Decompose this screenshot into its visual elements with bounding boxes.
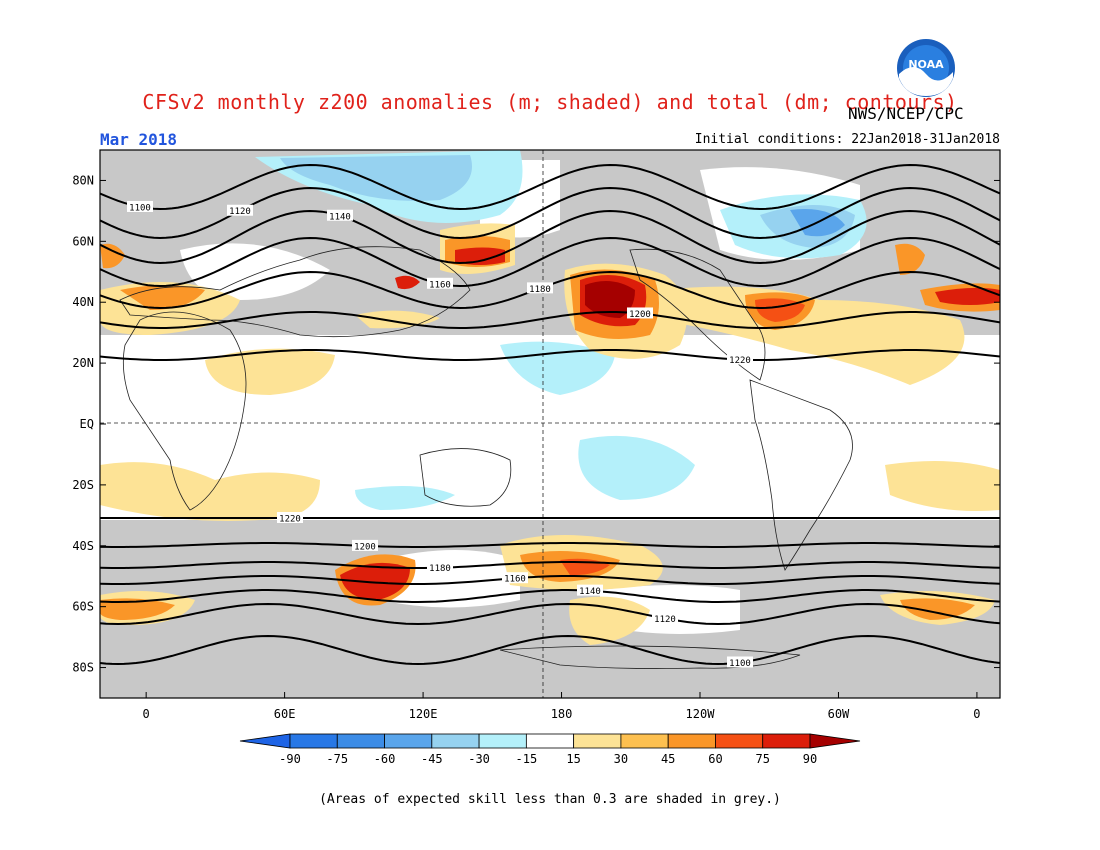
colorbar-label: -45 bbox=[421, 752, 443, 766]
contour-line bbox=[100, 634, 1000, 666]
svg-text:1140: 1140 bbox=[579, 587, 601, 597]
lat-label: 40N bbox=[72, 295, 94, 309]
reference-lines bbox=[100, 150, 1000, 698]
contour-line bbox=[100, 575, 1000, 585]
lat-label: EQ bbox=[80, 417, 94, 431]
forecast-month: Mar 2018 bbox=[100, 130, 178, 149]
colorbar-cell bbox=[620, 733, 669, 749]
colorbar-cell bbox=[336, 733, 385, 749]
logo-text: NOAA bbox=[908, 58, 944, 71]
lat-label: 20S bbox=[72, 478, 94, 492]
contour-label: 1160 bbox=[502, 572, 528, 585]
contour-line bbox=[100, 209, 1000, 265]
contour-line bbox=[100, 602, 1000, 626]
colorbar-cell bbox=[762, 733, 811, 749]
svg-text:1180: 1180 bbox=[429, 564, 451, 574]
svg-text:1160: 1160 bbox=[504, 575, 526, 585]
colorbar-label: 45 bbox=[661, 752, 675, 766]
svg-text:1100: 1100 bbox=[129, 203, 151, 213]
contour-label: 1220 bbox=[277, 512, 303, 525]
colorbar-label: 15 bbox=[566, 752, 580, 766]
colorbar-cell bbox=[384, 733, 433, 749]
contour-label: 1120 bbox=[227, 204, 253, 217]
contour-label: 1140 bbox=[327, 209, 353, 222]
svg-text:1160: 1160 bbox=[429, 280, 451, 290]
colorbar-label: 30 bbox=[614, 752, 628, 766]
lon-label: 180 bbox=[551, 707, 573, 721]
svg-text:1200: 1200 bbox=[629, 310, 651, 320]
contour-label: 1180 bbox=[427, 561, 453, 574]
svg-text:1200: 1200 bbox=[354, 542, 376, 552]
contour-label: 1200 bbox=[352, 539, 378, 552]
colorbar-cell bbox=[667, 733, 716, 749]
svg-text:1100: 1100 bbox=[729, 659, 751, 669]
colorbar-label: -30 bbox=[468, 752, 490, 766]
lon-label: 60E bbox=[274, 707, 296, 721]
svg-text:1140: 1140 bbox=[329, 212, 351, 222]
colorbar-label: 60 bbox=[708, 752, 722, 766]
svg-text:1120: 1120 bbox=[654, 615, 676, 625]
lat-label: 60S bbox=[72, 600, 94, 614]
height-contours bbox=[100, 163, 1000, 666]
lon-label: 120E bbox=[409, 707, 438, 721]
colorbar-cell bbox=[431, 733, 480, 749]
svg-text:1180: 1180 bbox=[529, 285, 551, 295]
colorbar-cell bbox=[289, 733, 338, 749]
colorbar-high-arrow bbox=[809, 733, 861, 749]
lat-label: 60N bbox=[72, 234, 94, 248]
contour-line bbox=[100, 589, 1000, 603]
colorbar-low-arrow bbox=[239, 733, 291, 749]
contour-labels: 1100 1120 1140 1160 1180 1200 1220 1220 1200 1180… bbox=[127, 200, 753, 669]
noaa-logo: NOAA bbox=[897, 39, 955, 97]
svg-text:1220: 1220 bbox=[729, 356, 751, 366]
colorbar-label: 75 bbox=[756, 752, 770, 766]
colorbar-cell bbox=[525, 733, 575, 749]
chart-title: CFSv2 monthly z200 anomalies (m; shaded)… bbox=[142, 90, 958, 114]
colorbar-label: -75 bbox=[326, 752, 348, 766]
colorbar-cell bbox=[478, 733, 527, 749]
colorbar-label: -60 bbox=[374, 752, 396, 766]
lat-label: 20N bbox=[72, 356, 94, 370]
lon-label: 60W bbox=[828, 707, 850, 721]
contour-line bbox=[100, 349, 1000, 361]
colorbar-label: -90 bbox=[279, 752, 301, 766]
contour-line bbox=[100, 542, 1000, 548]
lat-label: 80N bbox=[72, 173, 94, 187]
map-layers: 1100 1120 1140 1160 1180 1200 1220 1220 1200 1180… bbox=[100, 150, 1000, 698]
lat-label: 40S bbox=[72, 539, 94, 553]
contour-line bbox=[100, 236, 1000, 288]
contour-label: 1160 bbox=[427, 277, 453, 290]
latitude-axis: 80N 60N 40N 20N EQ 20S 40S 60S 80S bbox=[72, 173, 1000, 675]
lon-label: 120W bbox=[686, 707, 716, 721]
lon-label: 0 bbox=[973, 707, 980, 721]
colorbar-label: 90 bbox=[803, 752, 817, 766]
contour-label: 1200 bbox=[627, 307, 653, 320]
colorbar-cell bbox=[715, 733, 764, 749]
contour-label: 1180 bbox=[527, 282, 553, 295]
colorbar-label: -15 bbox=[516, 752, 538, 766]
lon-label: 0 bbox=[143, 707, 150, 721]
contour-label: 1100 bbox=[727, 656, 753, 669]
svg-text:1120: 1120 bbox=[229, 207, 251, 217]
lat-label: 80S bbox=[72, 661, 94, 675]
contour-line bbox=[100, 163, 1000, 211]
contour-line bbox=[100, 311, 1000, 329]
coastlines bbox=[119, 246, 853, 669]
colorbar-cell bbox=[573, 733, 622, 749]
contour-line bbox=[100, 561, 1000, 569]
initial-conditions: Initial conditions: 22Jan2018-31Jan2018 bbox=[694, 132, 1000, 147]
contour-label: 1220 bbox=[727, 353, 753, 366]
svg-text:1220: 1220 bbox=[279, 515, 301, 525]
contour-label: 1100 bbox=[127, 200, 153, 213]
agency-label: NWS/NCEP/CPC bbox=[848, 104, 964, 123]
contour-label: 1120 bbox=[652, 612, 678, 625]
skill-note: (Areas of expected skill less than 0.3 a… bbox=[319, 792, 781, 807]
color-legend: -90 -75 -60 -45 -30 -15 15 30 45 60 75 90 bbox=[239, 733, 861, 766]
longitude-axis: 0 60E 120E 180 120W 60W 0 bbox=[143, 692, 981, 721]
contour-label: 1140 bbox=[577, 584, 603, 597]
